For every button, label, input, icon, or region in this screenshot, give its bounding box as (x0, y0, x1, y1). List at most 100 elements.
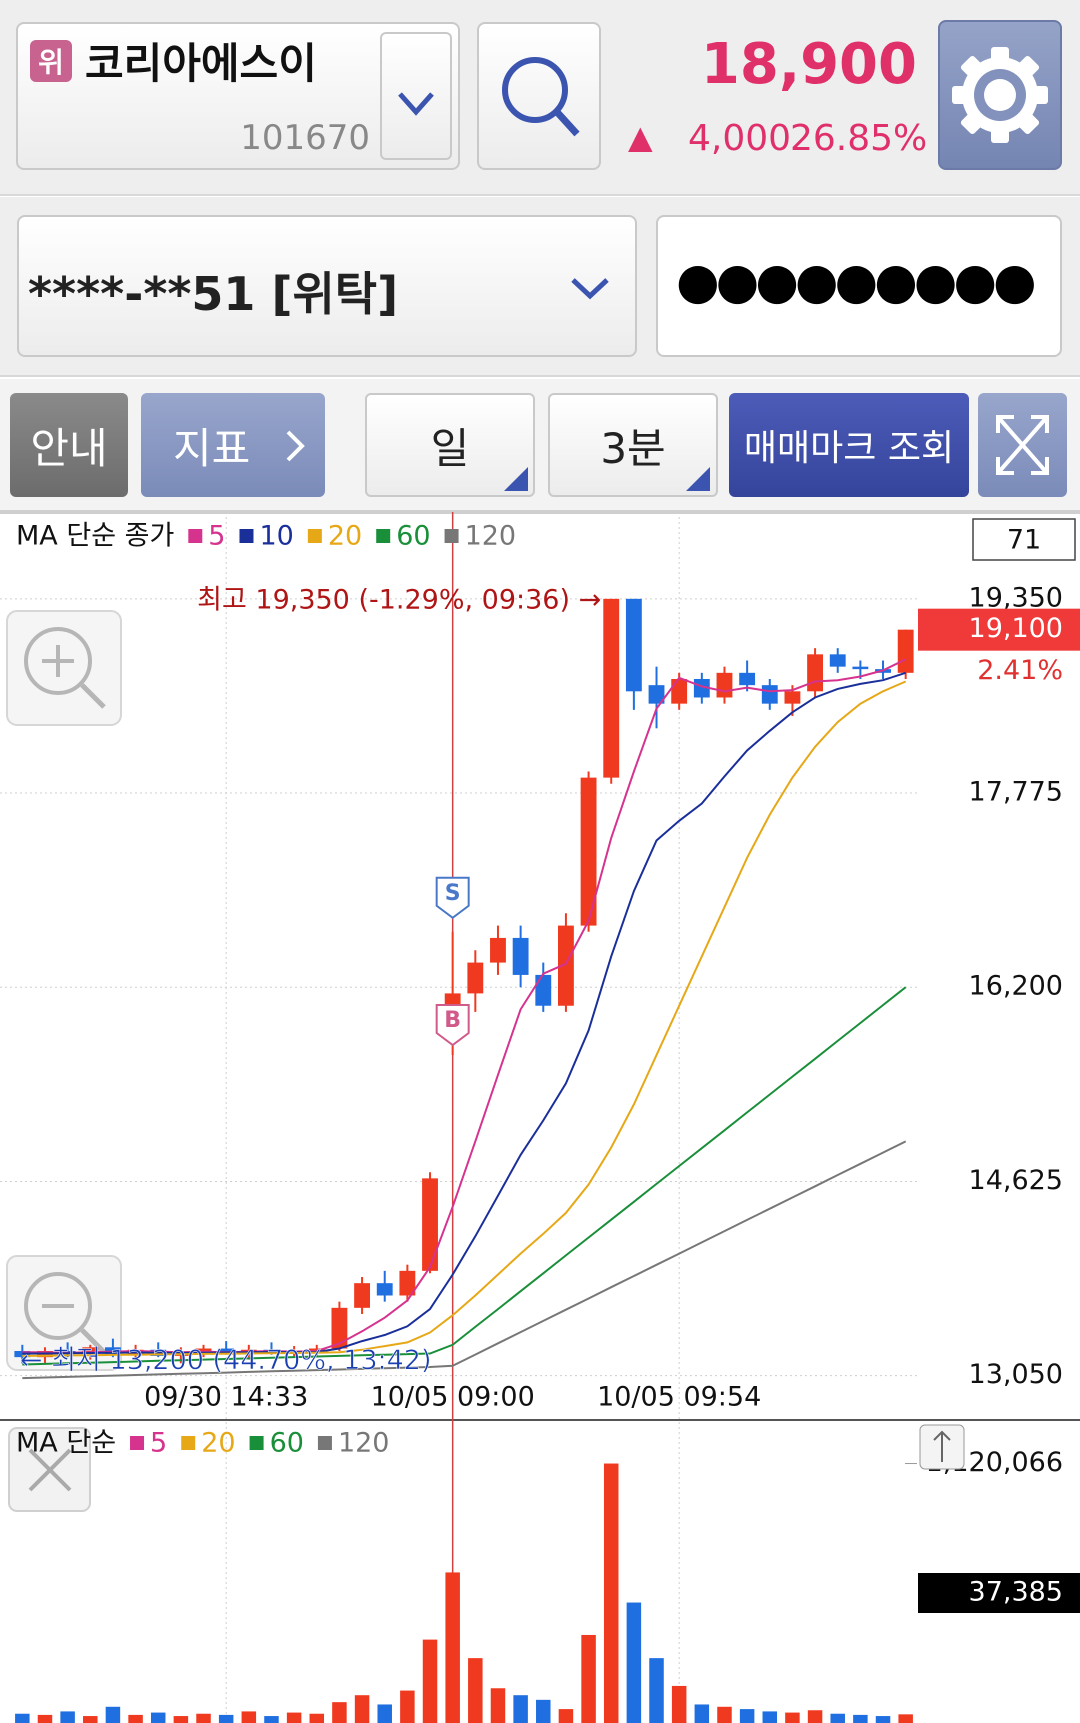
y-tick-label: 13,050 (969, 1359, 1063, 1390)
ma-line (22, 680, 907, 1357)
x-tick-label: 10/05 09:54 (597, 1382, 761, 1413)
volume-bar (490, 1688, 506, 1723)
legend-swatch (376, 529, 391, 543)
expand-icon (996, 415, 1049, 475)
indicator-chevron (286, 430, 305, 462)
change-percent: 26.85% (790, 118, 928, 159)
stock-code: 101670 (240, 118, 370, 158)
trade-mark-sell (435, 876, 470, 920)
expand-button[interactable] (978, 393, 1067, 497)
legend-label: 120 (338, 1428, 390, 1459)
legend-swatch (317, 1436, 332, 1450)
candle-body (218, 1348, 235, 1354)
stock-dropdown[interactable] (380, 32, 452, 160)
zoom-handle (80, 1328, 106, 1354)
legend-title: MA 단순 종가 (16, 521, 174, 552)
volume-bar (309, 1713, 325, 1723)
candle-body (535, 974, 552, 1006)
scroll-arrow (933, 1430, 951, 1462)
volume-bar (807, 1710, 823, 1723)
zoom-out-button[interactable] (6, 1255, 122, 1371)
volume-bar (830, 1713, 845, 1723)
volume-bar (898, 1714, 913, 1723)
candle-body (852, 666, 869, 670)
trade-mark-label: S (445, 881, 461, 906)
search-button[interactable] (477, 22, 601, 170)
candle-body (557, 925, 574, 1006)
change-arrow: ▲ (628, 118, 653, 156)
volume-bar (853, 1714, 868, 1723)
zoom-lens (24, 1272, 92, 1340)
account-selector[interactable] (17, 215, 637, 357)
trade-mark-button[interactable]: 매매마크 조회 (729, 393, 969, 497)
volume-bar (173, 1716, 189, 1723)
close-indicator-button[interactable] (8, 1427, 91, 1512)
candle-body (897, 629, 914, 673)
x-tick-label: 09/30 14:33 (144, 1382, 308, 1413)
legend-swatch (444, 529, 459, 543)
zoom-lens (24, 627, 92, 695)
candle-body (467, 962, 484, 994)
volume-bar (377, 1704, 392, 1723)
candle-body (648, 685, 665, 704)
candle-body (603, 598, 620, 778)
volume-bar (626, 1602, 642, 1723)
volume-bar (286, 1712, 302, 1723)
volume-bar (694, 1704, 710, 1723)
scroll-up-button[interactable] (919, 1424, 965, 1470)
chart-area: 13,050 14,625 16,200 17,775 19,350 09/30 14:3… (0, 512, 1080, 1723)
volume-bar (581, 1634, 596, 1723)
legend-label: 5 (208, 521, 225, 552)
search-icon (502, 57, 580, 137)
candle-body (716, 672, 733, 698)
legend-swatch (307, 529, 322, 543)
volume-bar (603, 1463, 619, 1723)
volume-bar (422, 1639, 438, 1723)
volume-bar (60, 1711, 75, 1723)
volume-bar (445, 1572, 460, 1723)
password-dots: ●●●●●●●●● (676, 252, 1037, 310)
zoom-in-button[interactable] (6, 610, 122, 726)
volume-bar (37, 1714, 53, 1723)
candle-body (331, 1307, 348, 1349)
legend-title: MA 단순 (16, 1428, 116, 1459)
volume-bar (671, 1685, 687, 1723)
interval-label: 3분 (600, 423, 666, 473)
candle-body (354, 1283, 371, 1308)
gear-icon (952, 47, 1048, 143)
candle-body (490, 937, 506, 963)
guide-button[interactable]: 안내 (10, 393, 128, 497)
candle-body (376, 1283, 393, 1296)
candle-body (739, 672, 756, 686)
legend-label: 60 (270, 1428, 304, 1459)
volume-bar (468, 1658, 483, 1723)
chevron-icon (398, 92, 434, 116)
legend-label: 60 (396, 521, 430, 552)
market-badge: 위 (30, 40, 72, 82)
volume-bar (196, 1713, 211, 1723)
candle-body (399, 1270, 416, 1296)
indicator-button[interactable]: 지표 (141, 393, 325, 497)
volume-bar (218, 1714, 234, 1723)
count-value: 71 (1007, 525, 1041, 556)
legend-swatch (188, 529, 203, 543)
current-price: 18,900 (700, 32, 917, 97)
volume-bar (875, 1716, 891, 1723)
legend-swatch (130, 1436, 145, 1450)
trade-mark-label: B (444, 1008, 461, 1033)
password-field[interactable] (656, 215, 1062, 357)
period-button[interactable]: 일 (365, 393, 535, 497)
candle-body (195, 1348, 212, 1353)
interval-button[interactable]: 3분 (548, 393, 718, 497)
y-tick-label: 19,350 (969, 582, 1063, 613)
volume-bar (264, 1716, 279, 1723)
legend-swatch (181, 1436, 196, 1450)
period-corner (504, 467, 528, 491)
volume-bar (558, 1709, 574, 1723)
settings-button[interactable] (938, 20, 1062, 170)
stock-name: 코리아에스이 (85, 39, 317, 88)
account-number: ****-**51 [위탁] (28, 267, 399, 321)
y-tick-label: 16,200 (969, 971, 1063, 1002)
volume-bar (150, 1712, 166, 1723)
volume-bar (332, 1702, 347, 1723)
